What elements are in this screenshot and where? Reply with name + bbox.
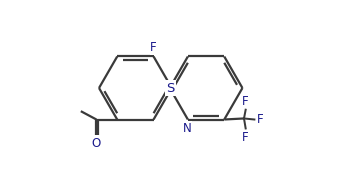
Text: F: F xyxy=(256,113,263,126)
Text: S: S xyxy=(167,81,175,95)
Text: N: N xyxy=(183,122,191,135)
Text: F: F xyxy=(242,95,249,108)
Text: O: O xyxy=(92,137,101,150)
Text: F: F xyxy=(242,131,249,144)
Text: F: F xyxy=(150,41,157,54)
